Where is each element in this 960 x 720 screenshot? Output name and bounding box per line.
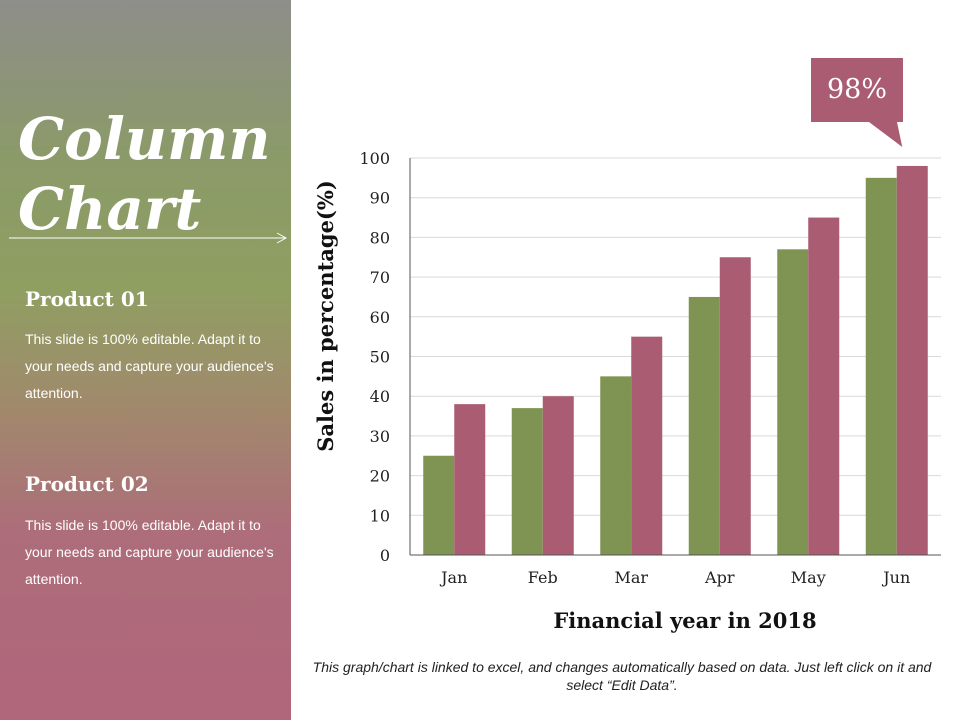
product-01-description: This slide is 100% editable. Adapt it to…: [25, 331, 274, 401]
bar-product-02-apr: [719, 257, 751, 555]
y-tick-label: 30: [370, 427, 390, 446]
x-axis-title: Financial year in 2018: [553, 608, 816, 633]
bar-product-01-jun: [865, 177, 897, 555]
y-tick-label: 20: [370, 467, 390, 486]
bar-product-01-mar: [600, 376, 632, 555]
y-tick-label: 40: [370, 387, 390, 406]
x-tick-label: Apr: [704, 568, 735, 587]
y-tick-label: 100: [359, 149, 390, 168]
callout-bubble: 98%: [811, 58, 903, 147]
slide-title-line-2: Chart: [18, 175, 202, 243]
product-02-heading: Product 02: [25, 472, 149, 496]
bar-product-02-may: [808, 217, 840, 556]
product-01-heading: Product 01: [25, 287, 149, 311]
x-tick-label: Feb: [528, 568, 558, 587]
sidebar-panel: Column Chart Product 01 This slide is 10…: [0, 0, 291, 720]
bar-product-01-jan: [423, 455, 455, 555]
bars: [423, 165, 928, 556]
x-tick-label: Mar: [614, 568, 648, 587]
bar-product-02-feb: [542, 396, 574, 555]
bar-product-02-mar: [631, 336, 663, 555]
bar-product-01-feb: [511, 408, 543, 555]
bar-product-01-apr: [688, 296, 720, 555]
bar-product-02-jun: [896, 165, 928, 555]
callout-value: 98%: [827, 74, 887, 105]
y-tick-label: 90: [370, 189, 390, 208]
y-tick-label: 70: [370, 268, 390, 287]
axes: 0 10 20 30 40 50 60 70 80 90 100 Jan Feb Mar Apr May Jun: [359, 149, 941, 587]
product-02-description: This slide is 100% editable. Adapt it to…: [25, 517, 274, 587]
gridlines: [410, 157, 941, 516]
y-axis-title: Sales in percentage(%): [313, 180, 338, 452]
bar-product-02-jan: [454, 404, 486, 555]
callout-bubble-shape: [811, 58, 903, 147]
slide-title-line-1: Column: [18, 105, 271, 173]
y-tick-label: 10: [370, 506, 390, 525]
y-tick-label: 50: [370, 348, 390, 367]
footnote-text: This graph/chart is linked to excel, and…: [312, 659, 932, 693]
slide-title: Column Chart: [18, 104, 283, 244]
x-tick-label: May: [791, 568, 826, 587]
column-chart[interactable]: 0 10 20 30 40 50 60 70 80 90 100 Jan Feb Mar Apr May Jun…: [291, 0, 960, 650]
y-tick-label: 80: [370, 228, 390, 247]
x-tick-label: Jan: [439, 568, 467, 587]
bar-product-01-may: [777, 249, 809, 555]
y-tick-label: 0: [380, 546, 390, 565]
title-underline-arrow-icon: [9, 232, 288, 244]
x-tick-label: Jun: [881, 568, 910, 587]
y-tick-label: 60: [370, 308, 390, 327]
